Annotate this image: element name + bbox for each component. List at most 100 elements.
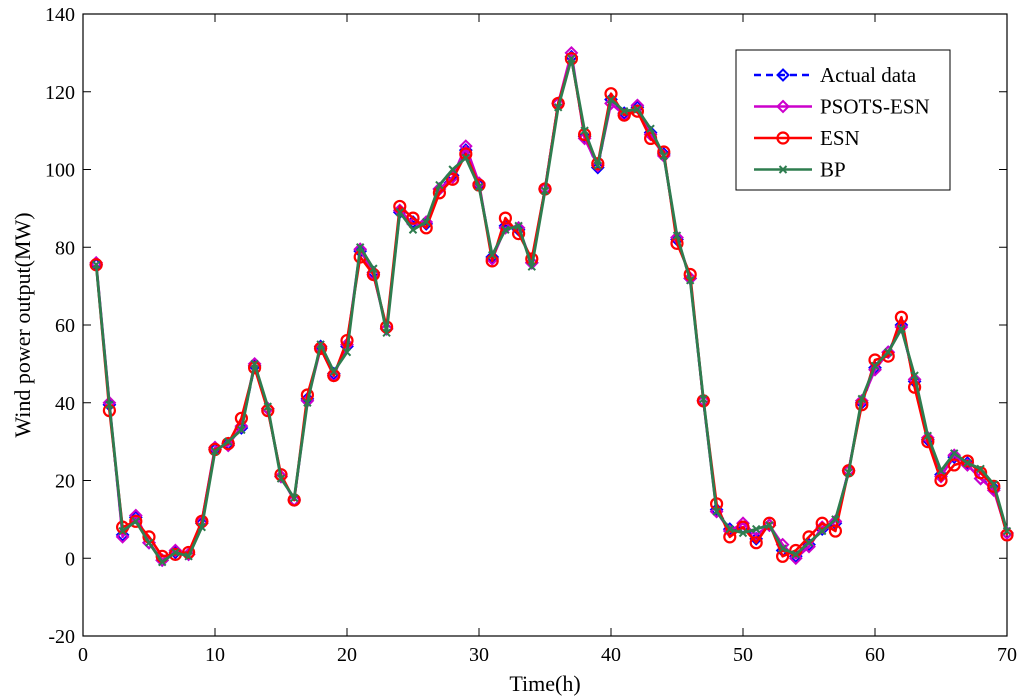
data-point (458, 139, 473, 154)
data-point (567, 54, 576, 63)
data-point (947, 458, 961, 472)
legend-marker (776, 99, 790, 114)
series-layer (89, 45, 1014, 568)
data-point (421, 217, 431, 227)
legend-marker (776, 131, 790, 145)
data-point (844, 468, 853, 477)
legend-label: Actual data (820, 63, 917, 87)
data-point (248, 361, 262, 375)
data-point (553, 103, 563, 112)
x-axis: 0 10 20 30 40 50 60 70 (78, 14, 1017, 666)
data-point (870, 361, 880, 371)
data-point (591, 157, 605, 171)
data-point (949, 449, 959, 458)
x-axis-title: Time(h) (509, 671, 580, 696)
data-point (369, 264, 378, 273)
data-point (593, 161, 603, 170)
data-point (406, 211, 420, 225)
data-point (276, 474, 286, 483)
data-point (485, 250, 500, 264)
data-point (446, 172, 460, 186)
data-point (831, 515, 840, 524)
y-tick-label: 140 (45, 4, 75, 26)
data-point (474, 182, 484, 192)
data-point (501, 225, 510, 234)
data-point (171, 548, 180, 557)
data-point (316, 340, 325, 349)
data-point (619, 106, 629, 116)
legend-entry: ESN (754, 126, 860, 150)
data-point (379, 321, 394, 336)
data-point (765, 520, 774, 530)
data-point (857, 394, 867, 404)
data-point (976, 464, 985, 474)
data-point (250, 359, 259, 369)
x-tick-label: 50 (733, 644, 753, 666)
data-point (355, 243, 365, 252)
data-point (540, 186, 550, 196)
x-tick-label: 10 (205, 644, 225, 666)
data-point (775, 549, 790, 563)
data-point (936, 466, 946, 475)
data-point (646, 124, 655, 133)
x-tick-label: 70 (997, 644, 1017, 666)
data-point (527, 262, 537, 271)
y-axis: -20 0 20 40 60 80 100 120 140 (45, 4, 1007, 648)
data-point (129, 514, 143, 528)
legend-box (735, 49, 951, 191)
data-point (672, 231, 682, 240)
data-point (749, 536, 763, 550)
data-point (210, 447, 220, 456)
data-point (590, 158, 605, 173)
data-point (685, 276, 695, 285)
data-point (934, 473, 948, 488)
data-point (448, 165, 457, 174)
legend-label: BP (820, 158, 846, 182)
data-point (382, 328, 391, 337)
data-point (923, 431, 933, 441)
data-point (973, 466, 988, 480)
data-point (289, 493, 299, 503)
data-point (883, 348, 893, 357)
data-point (487, 250, 497, 260)
data-point (762, 516, 777, 530)
data-point (197, 522, 207, 532)
legend: Actual data PSOTS-ESN ESN BP (735, 49, 951, 191)
data-point (828, 524, 843, 538)
data-point (115, 529, 130, 544)
data-point (461, 153, 471, 163)
data-point (751, 524, 761, 534)
x-tick-label: 40 (601, 644, 621, 666)
y-tick-label: 40 (55, 393, 75, 415)
data-point (514, 221, 523, 231)
data-point (986, 483, 1001, 498)
x-tick-label: 30 (469, 644, 489, 666)
y-tick-label: 0 (65, 548, 75, 570)
data-point (168, 543, 183, 558)
data-point (804, 538, 814, 547)
data-point (105, 400, 114, 409)
y-tick-label: 20 (55, 471, 75, 493)
data-point (960, 454, 975, 468)
data-point (223, 437, 233, 446)
data-point (633, 105, 642, 114)
data-point (987, 479, 1001, 493)
y-tick-label: 100 (45, 160, 75, 182)
series-line (94, 57, 1009, 564)
legend-entry: Actual data (754, 63, 917, 87)
data-point (342, 348, 352, 357)
data-point (408, 225, 418, 234)
legend-label: PSOTS-ESN (820, 95, 930, 119)
data-point (910, 371, 919, 380)
data-point (947, 448, 962, 463)
data-point (699, 394, 708, 404)
data-point (580, 126, 589, 135)
data-point (91, 260, 101, 269)
y-tick-label: 120 (45, 82, 75, 104)
series-bp (91, 54, 1012, 567)
x-tick-label: 20 (337, 644, 357, 666)
data-point (314, 341, 328, 355)
data-point (237, 425, 246, 435)
data-point (659, 151, 669, 161)
